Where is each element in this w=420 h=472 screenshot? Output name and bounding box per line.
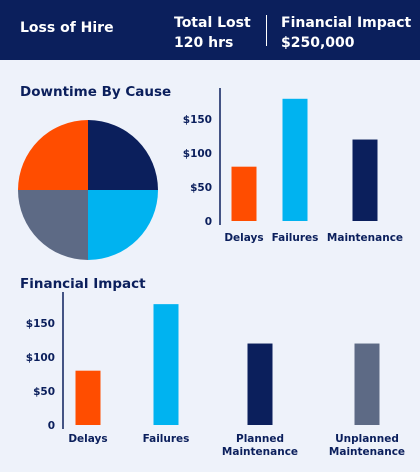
downtime-section-title: Downtime By Cause: [20, 84, 172, 100]
financial-bar-1: [153, 304, 179, 425]
financial-bar-3: [354, 343, 380, 425]
pie-slice-2: [18, 190, 88, 260]
financial-impact-stat: Financial Impact $250,000: [281, 13, 411, 53]
header-divider: [266, 15, 267, 46]
financial-x-tick-label: Delays: [68, 433, 107, 445]
downtime-bar-1: [282, 98, 308, 221]
financial-x-tick-label: Maintenance: [329, 446, 405, 458]
financial-x-tick-label: Unplanned: [335, 433, 399, 445]
financial-x-tick-label: Maintenance: [222, 446, 298, 458]
financial-y-tick-label: $100: [26, 352, 55, 364]
total-lost-value: 120 hrs: [174, 35, 234, 51]
downtime-bar-0: [231, 166, 257, 221]
financial-y-tick-label: 0: [48, 420, 55, 432]
financial-impact-value: $250,000: [281, 35, 355, 51]
financial-x-tick-label: Failures: [143, 433, 190, 445]
downtime-y-tick-label: $150: [183, 114, 212, 126]
downtime-y-tick-label: 0: [205, 216, 212, 228]
financial-y-tick-label: $150: [26, 318, 55, 330]
financial-y-tick-label: $50: [33, 386, 55, 398]
financial-bar-0: [75, 370, 101, 425]
total-lost-stat: Total Lost 120 hrs: [174, 13, 251, 53]
app-title: Loss of Hire: [20, 20, 114, 36]
downtime-x-tick-label: Failures: [272, 232, 319, 244]
downtime-bar-2: [352, 139, 378, 221]
pie-slice-0: [88, 120, 158, 190]
header-bar: Loss of Hire Total Lost 120 hrs Financia…: [0, 0, 420, 60]
downtime-x-tick-label: Maintenance: [327, 232, 403, 244]
total-lost-label: Total Lost: [174, 15, 251, 31]
financial-impact-label: Financial Impact: [281, 15, 412, 31]
downtime-y-tick-label: $100: [183, 148, 212, 160]
downtime-x-tick-label: Delays: [224, 232, 263, 244]
financial-x-tick-label: Planned: [236, 433, 284, 445]
financial-section-title: Financial Impact: [20, 276, 146, 292]
pie-slice-3: [18, 120, 88, 190]
downtime-y-tick-label: $50: [190, 182, 212, 194]
financial-bar-2: [247, 343, 273, 425]
pie-slice-1: [88, 190, 158, 260]
